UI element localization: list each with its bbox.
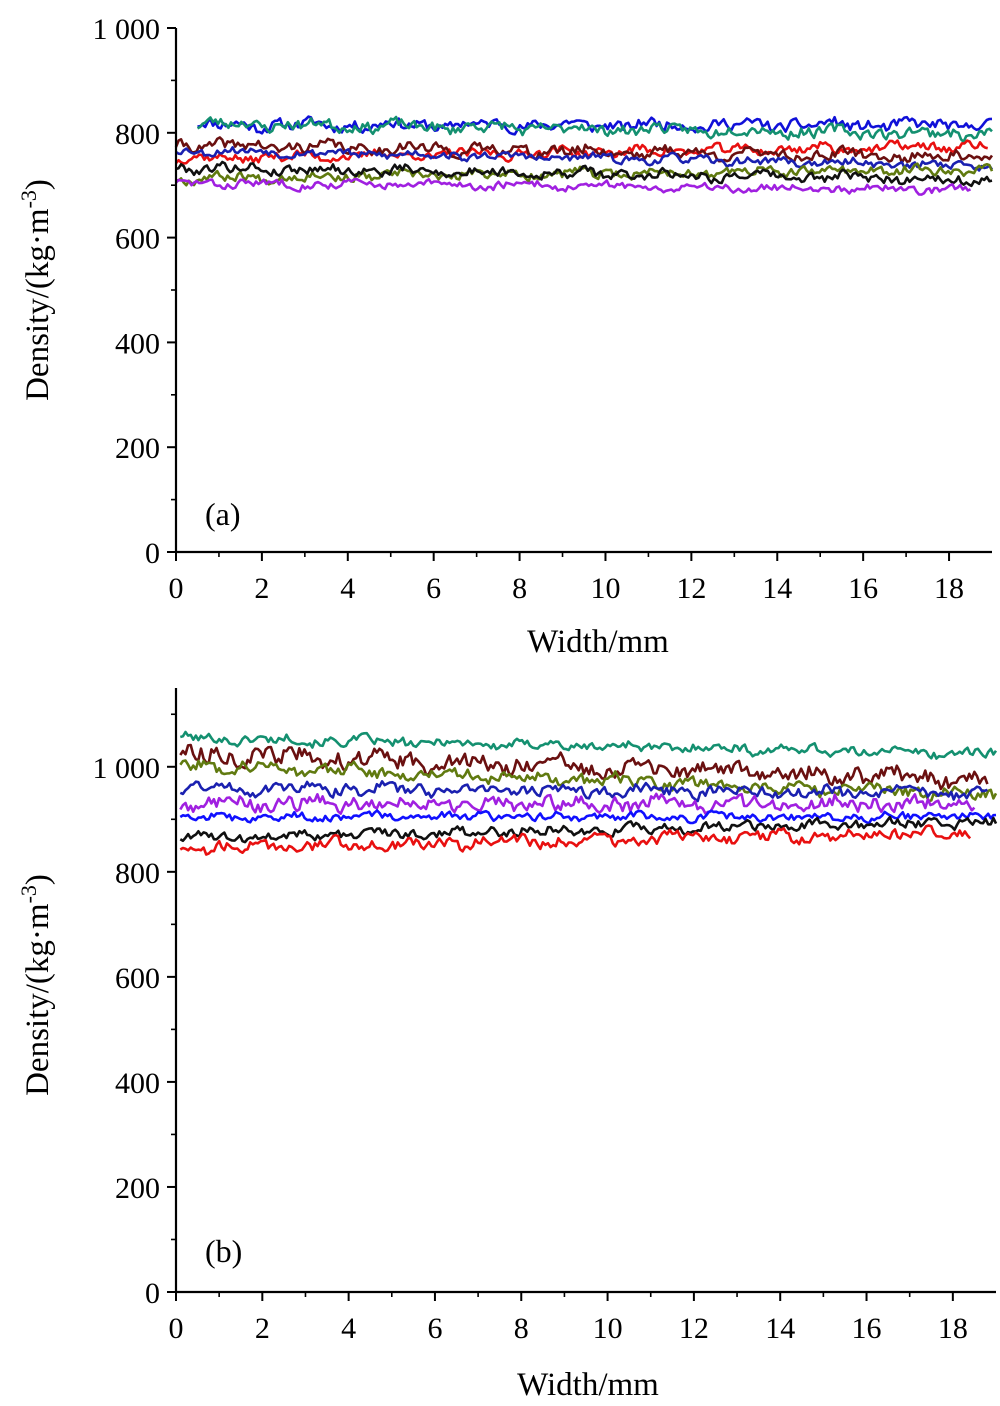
y-axis-title-close: ) [20,874,56,885]
y-tick-label: 0 [145,537,160,570]
series-line-3 [179,759,998,803]
x-tick-label: 12 [679,1312,709,1345]
chart-panel-b: 0 2 4 6 8 10 12 14 16 18 0 200 400 600 800 1 000 Width/m… [16,688,998,1403]
series-line-1 [179,730,998,760]
x-tick-label: 16 [852,1312,882,1345]
series-line-6 [179,809,997,825]
y-tick-label: 400 [115,1067,160,1100]
y-tick-label: 1 000 [93,13,161,46]
x-axis-title: Width/mm [517,1367,659,1403]
y-tick-label: 1 000 [93,752,161,785]
x-axis-title: Width/mm [527,624,669,660]
series-line-4 [174,136,994,164]
y-axis-title-superscript: -3 [16,885,41,903]
x-tick-label: 2 [254,572,269,605]
series-line-5 [175,146,994,172]
series-line-4 [179,780,988,803]
x-tick-label: 4 [341,1312,356,1345]
x-tick-label: 4 [340,572,355,605]
x-tick-label: 0 [169,1312,184,1345]
x-tick-label: 6 [426,572,441,605]
chart-panel-a: 0 2 4 6 8 10 12 14 16 18 0 200 400 600 800 1 000 Width/m… [16,13,994,660]
y-tick-label: 200 [115,432,160,465]
x-tick-label: 10 [590,572,620,605]
y-tick-label: 0 [145,1277,160,1310]
x-tick-label: 18 [934,572,964,605]
series-line-5 [179,792,976,815]
x-tick-label: 14 [762,572,792,605]
series-line-8 [179,824,972,856]
series-line-2 [196,115,993,144]
series-line-8 [175,177,972,196]
y-tick-label: 800 [115,118,160,151]
series-line-7 [175,160,993,188]
x-tick-label: 10 [593,1312,623,1345]
x-tick-label: 6 [427,1312,442,1345]
y-tick-label: 200 [115,1172,160,1205]
series-line-7 [179,815,998,844]
y-tick-label: 800 [115,857,160,890]
y-tick-label: 600 [115,223,160,256]
y-axis-title-close: ) [20,179,56,190]
y-axis-title: Density/(kg·m-3) [16,179,56,401]
panel-label: (b) [205,1233,242,1269]
x-tick-label: 16 [848,572,878,605]
y-tick-label: 600 [115,962,160,995]
y-axis-title: Density/(kg·m-3) [16,874,56,1096]
y-axis-title-superscript: -3 [16,190,41,208]
x-tick-label: 14 [765,1312,795,1345]
y-tick-label: 400 [115,327,160,360]
series-line-2 [179,743,989,791]
x-tick-label: 12 [676,572,706,605]
x-tick-label: 8 [514,1312,529,1345]
x-tick-label: 0 [169,572,184,605]
y-axis-title-main: Density/(kg·m [20,208,56,401]
panel-label: (a) [205,496,241,532]
series-line-6 [175,162,994,187]
x-tick-label: 18 [938,1312,968,1345]
x-tick-label: 2 [255,1312,270,1345]
y-axis-title-main: Density/(kg·m [20,903,56,1096]
x-tick-label: 8 [512,572,527,605]
